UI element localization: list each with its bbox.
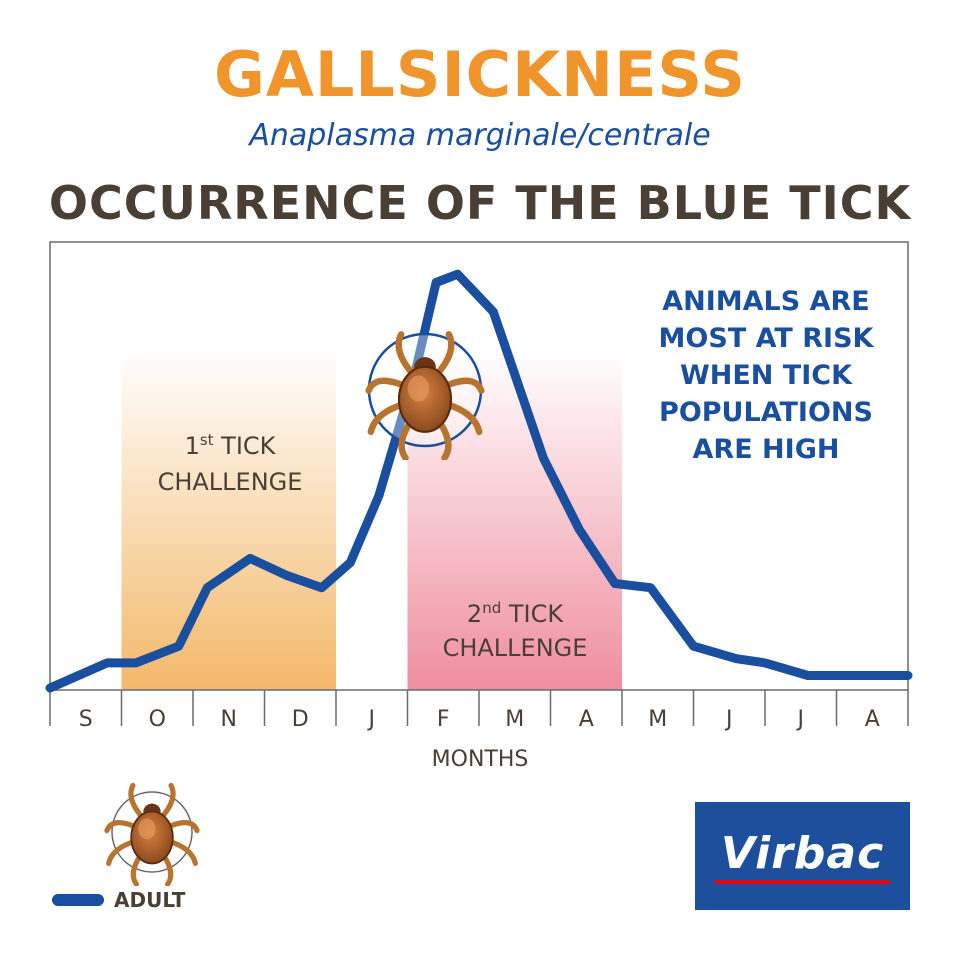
legend-tick-icon [107,785,197,884]
page-title: GALLSICKNESS [214,38,746,111]
risk-annotation-line: ARE HIGH [693,434,840,465]
second-challenge-label: 2nd TICK [467,599,564,628]
virbac-logo: Virbac [695,802,910,910]
x-tick-label: F [437,707,450,732]
page-subtitle: Anaplasma marginale/centrale [249,118,711,153]
logo-text: Virbac [720,828,885,879]
series-line-adult [45,269,913,693]
logo-underline [715,880,890,884]
x-tick-label: A [865,707,880,732]
tick-illustration [369,334,482,458]
legend-swatch-adult [52,894,104,906]
risk-annotation-line: ANIMALS ARE [662,286,869,317]
x-tick-label: J [367,707,376,732]
chart-heading: OCCURRENCE OF THE BLUE TICK [48,176,912,230]
x-axis-ticks [49,690,909,726]
second-challenge-label-line2: CHALLENGE [443,634,588,662]
legend-label-adult: ADULT [114,888,186,912]
plot-frame [49,241,909,690]
risk-annotation-line: MOST AT RISK [659,323,875,354]
x-tick-label: O [149,707,166,732]
risk-annotation: ANIMALS ARE MOST AT RISK WHEN TICK POPULATI… [659,286,875,465]
x-axis-label: MONTHS [432,747,529,772]
risk-annotation-line: WHEN TICK [680,360,853,391]
x-tick-label: A [579,707,594,732]
x-tick-label: M [648,707,667,732]
x-tick-label: N [221,707,237,732]
first-challenge-region [121,350,336,690]
first-challenge-label: 1st TICK [185,431,277,460]
x-tick-label: S [79,707,93,732]
x-tick-label: M [505,707,524,732]
risk-annotation-line: POPULATIONS [659,397,873,428]
x-tick-label: J [724,707,733,732]
x-tick-label: J [796,707,805,732]
x-tick-label: D [292,707,309,732]
first-challenge-label-line2: CHALLENGE [158,468,303,496]
